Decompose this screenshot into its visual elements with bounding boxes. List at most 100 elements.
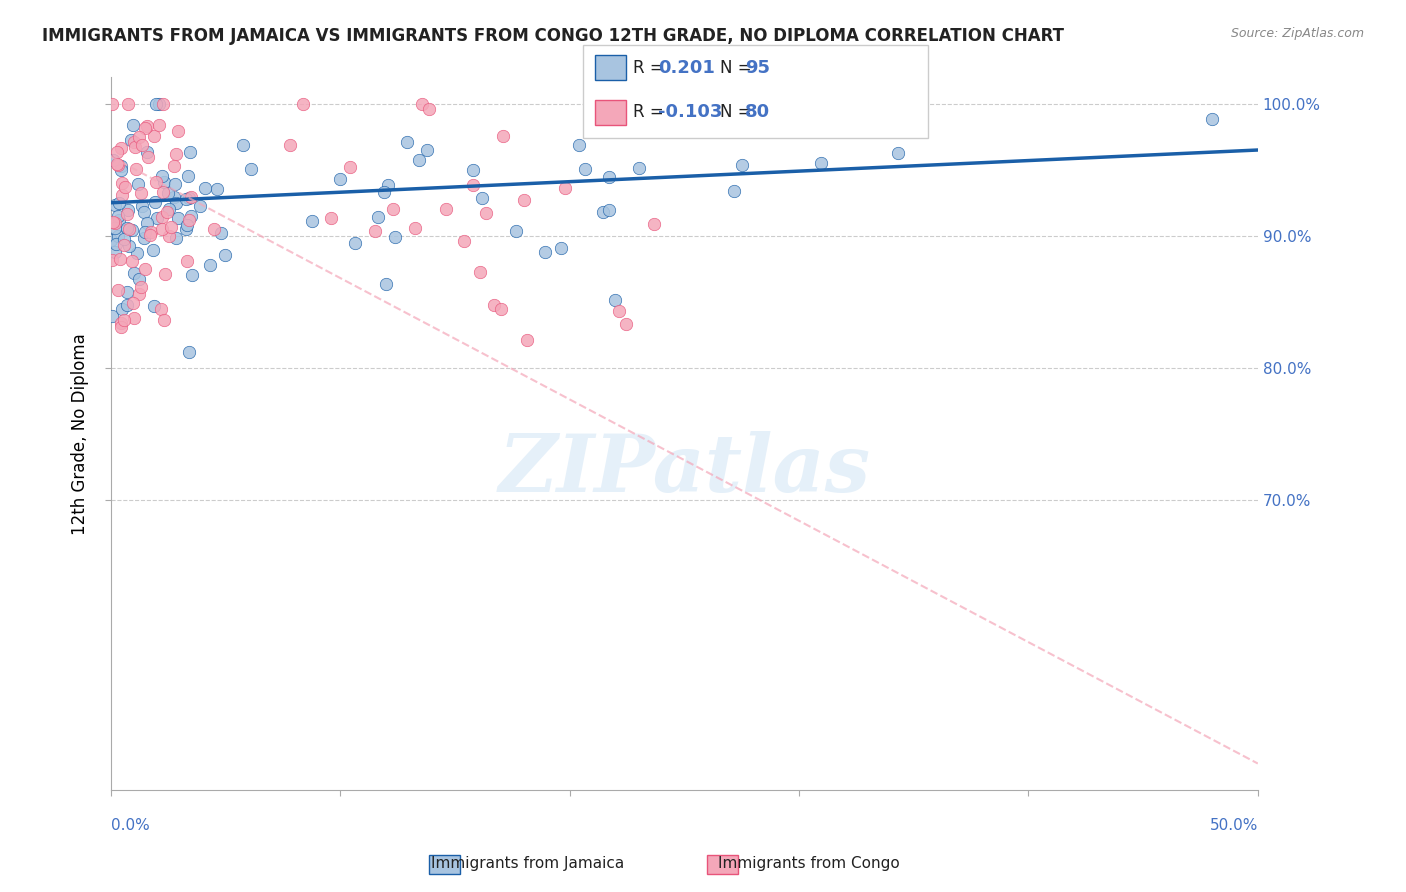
Point	[179, 145, 201, 159]
Point	[434, 202, 457, 216]
Point	[104, 198, 127, 212]
Point	[110, 176, 132, 190]
Point	[603, 293, 626, 307]
Point	[117, 96, 139, 111]
Point	[614, 317, 637, 331]
Point	[114, 179, 136, 194]
Point	[131, 199, 153, 213]
Point	[129, 280, 152, 294]
Point	[375, 277, 398, 291]
Point	[179, 212, 201, 227]
Point	[159, 202, 181, 217]
Point	[104, 220, 127, 235]
Point	[474, 205, 496, 219]
Point	[153, 312, 176, 326]
Point	[125, 161, 148, 176]
Point	[100, 309, 122, 323]
Point	[118, 239, 141, 253]
Point	[598, 169, 620, 184]
Point	[367, 210, 389, 224]
Point	[363, 224, 385, 238]
Point	[516, 333, 538, 347]
Point	[344, 235, 367, 250]
Point	[142, 243, 165, 257]
Point	[115, 285, 138, 299]
Point	[145, 96, 167, 111]
Point	[180, 190, 202, 204]
Point	[395, 135, 418, 149]
Point	[174, 221, 197, 235]
Point	[165, 177, 187, 191]
Point	[643, 217, 665, 231]
Point	[118, 222, 141, 236]
Point	[176, 218, 198, 232]
Point	[104, 245, 127, 260]
Point	[492, 129, 515, 144]
Point	[115, 207, 138, 221]
Point	[209, 226, 232, 240]
Point	[157, 186, 180, 201]
Point	[167, 211, 190, 225]
Point	[232, 137, 254, 152]
Point	[146, 211, 169, 225]
Point	[117, 203, 139, 218]
Point	[108, 213, 131, 227]
Y-axis label: 12th Grade, No Diploma: 12th Grade, No Diploma	[72, 333, 89, 534]
Point	[811, 120, 834, 135]
Point	[166, 124, 188, 138]
Point	[120, 133, 142, 147]
Point	[411, 96, 433, 111]
Point	[127, 177, 149, 191]
Point	[115, 220, 138, 235]
Point	[278, 138, 301, 153]
Point	[163, 159, 186, 173]
Point	[132, 205, 155, 219]
Point	[131, 137, 153, 152]
Point	[471, 190, 494, 204]
Point	[143, 128, 166, 143]
Point	[108, 252, 131, 266]
Text: N =: N =	[720, 103, 756, 121]
Text: ZIPatlas: ZIPatlas	[498, 431, 870, 508]
Point	[141, 225, 163, 239]
Point	[179, 191, 201, 205]
Point	[110, 163, 132, 178]
Point	[810, 156, 832, 170]
Point	[145, 175, 167, 189]
Point	[830, 102, 852, 116]
Text: Immigrants from Congo: Immigrants from Congo	[717, 856, 900, 871]
Point	[554, 181, 576, 195]
Point	[165, 231, 187, 245]
Point	[128, 287, 150, 301]
Point	[143, 195, 166, 210]
Point	[148, 97, 170, 112]
Text: 80: 80	[745, 103, 770, 121]
Point	[136, 119, 159, 133]
Point	[489, 301, 512, 316]
Text: 50.0%: 50.0%	[1209, 819, 1258, 833]
Text: 0.0%: 0.0%	[111, 819, 149, 833]
Point	[101, 96, 124, 111]
Point	[143, 299, 166, 313]
Point	[110, 159, 132, 173]
Point	[136, 150, 159, 164]
Point	[150, 210, 173, 224]
Point	[128, 272, 150, 286]
Point	[513, 194, 536, 208]
Point	[150, 301, 173, 316]
Point	[188, 199, 211, 213]
Point	[104, 216, 127, 230]
Point	[404, 220, 426, 235]
Point	[112, 312, 135, 326]
Point	[731, 158, 754, 172]
Point	[176, 192, 198, 206]
Point	[534, 245, 557, 260]
Point	[134, 225, 156, 239]
Point	[194, 181, 217, 195]
Point	[568, 137, 591, 152]
Point	[105, 236, 128, 251]
Point	[150, 221, 173, 235]
Text: R =: R =	[633, 59, 669, 77]
Point	[122, 266, 145, 280]
Point	[101, 215, 124, 229]
